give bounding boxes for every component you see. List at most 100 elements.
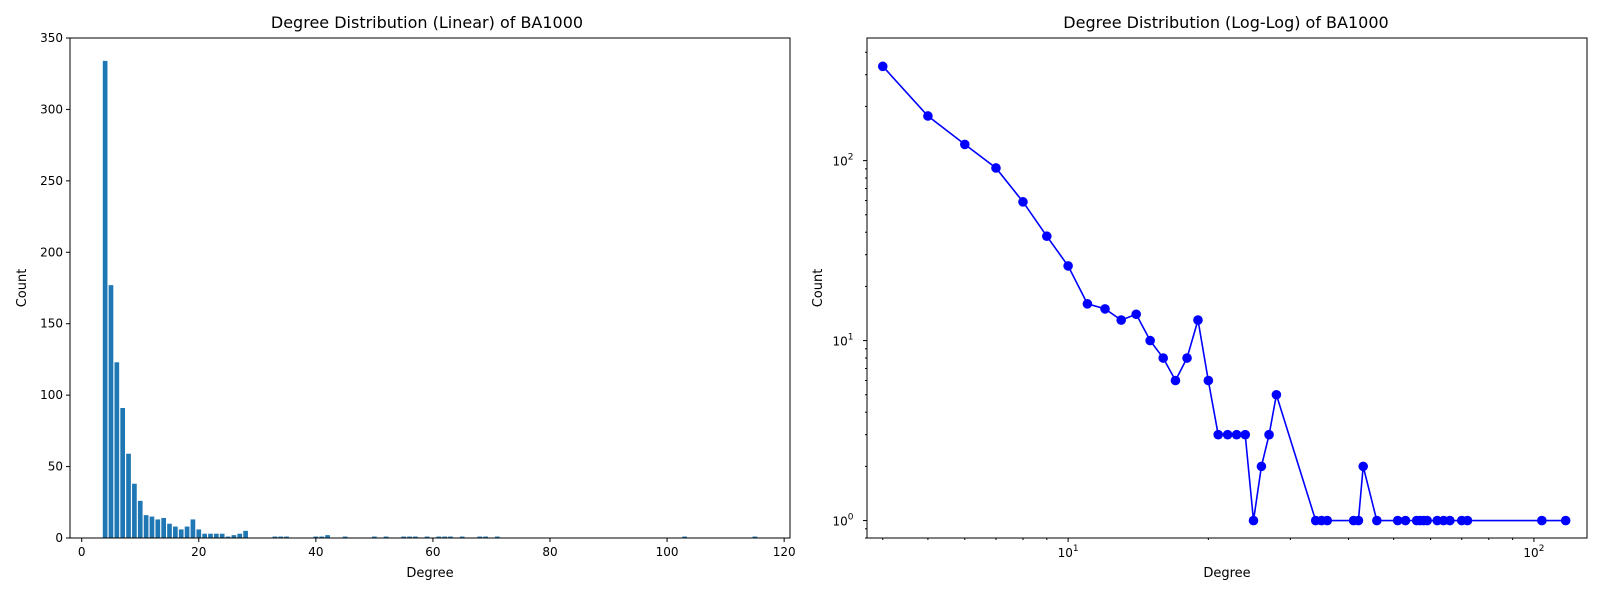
linear-bar: [284, 536, 289, 538]
linear-bar: [196, 529, 202, 538]
linear-x-tick-label: 20: [191, 545, 206, 559]
linear-bar: [208, 533, 213, 538]
linear-bar: [155, 519, 161, 538]
loglog-x-tick-base: 10: [1058, 546, 1073, 560]
loglog-point: [1182, 353, 1192, 363]
loglog-point: [1222, 429, 1233, 440]
loglog-point: [1462, 515, 1473, 526]
linear-y-tick-label: 200: [40, 245, 63, 259]
linear-y-axis-label: Count: [15, 269, 30, 308]
loglog-x-tick-exp: 1: [1073, 544, 1079, 554]
linear-bar: [102, 60, 108, 538]
linear-bar: [190, 519, 196, 538]
linear-bar: [178, 529, 184, 538]
loglog-point: [1358, 461, 1368, 472]
loglog-point: [1392, 515, 1403, 526]
linear-y-ticks: 0 50 100 150 200 250 300 350: [40, 31, 70, 545]
linear-bar: [137, 500, 143, 538]
linear-bar: [278, 536, 284, 538]
linear-bar: [407, 536, 412, 538]
loglog-y-tick-base: 10: [832, 515, 847, 529]
linear-chart-title: Degree Distribution (Linear) of BA1000: [271, 13, 583, 32]
loglog-axes-frame: [866, 37, 1588, 539]
linear-bar: [383, 536, 389, 538]
loglog-x-tick-exp: 2: [1539, 544, 1545, 554]
loglog-y-tick-label: 100: [832, 513, 853, 529]
loglog-point: [1400, 515, 1411, 526]
linear-y-tick-label: 0: [55, 531, 63, 545]
loglog-y-tick-base: 10: [832, 155, 847, 169]
loglog-y-tick-exp: 2: [848, 153, 854, 163]
loglog-chart-title: Degree Distribution (Log-Log) of BA1000: [1063, 13, 1388, 32]
linear-x-ticks: 0 20 40 60 80 100 120: [78, 538, 796, 559]
linear-bar: [477, 536, 483, 538]
linear-x-axis-label: Degree: [406, 566, 453, 581]
linear-bar: [372, 536, 377, 538]
loglog-point: [1193, 315, 1203, 325]
loglog-degree-chart: Degree Distribution (Log-Log) of BA1000 …: [811, 13, 1588, 581]
loglog-x-axis-label: Degree: [1203, 566, 1250, 581]
loglog-point: [991, 163, 1001, 173]
loglog-point: [1264, 429, 1274, 440]
linear-bar: [108, 285, 114, 538]
loglog-point: [1131, 309, 1141, 320]
loglog-point: [1240, 429, 1251, 440]
loglog-x-tick-label: 102: [1523, 544, 1544, 560]
linear-bar: [132, 483, 137, 538]
linear-bar: [752, 536, 758, 538]
loglog-markers: [877, 61, 1571, 526]
loglog-point: [1353, 515, 1364, 526]
linear-bar: [442, 536, 447, 538]
loglog-x-tick-label: 101: [1058, 544, 1079, 560]
loglog-y-tick-label: 102: [832, 153, 853, 169]
loglog-point: [1203, 375, 1214, 386]
linear-x-tick-label: 80: [542, 545, 557, 559]
loglog-point: [1170, 375, 1181, 386]
loglog-point: [1100, 304, 1110, 314]
linear-y-tick-label: 150: [40, 317, 63, 331]
loglog-y-tick-label: 101: [832, 333, 853, 349]
linear-bar: [143, 515, 149, 538]
linear-bar: [272, 536, 278, 538]
linear-bar: [319, 536, 325, 538]
loglog-point: [1445, 515, 1455, 526]
linear-bar: [342, 536, 348, 538]
linear-bar: [214, 533, 219, 538]
linear-bar: [424, 536, 430, 538]
loglog-point: [1063, 261, 1073, 271]
loglog-x-tick-base: 10: [1523, 546, 1538, 560]
linear-bar: [202, 533, 207, 538]
linear-x-tick-label: 60: [425, 545, 440, 559]
linear-bar: [459, 536, 465, 538]
linear-bar: [173, 526, 178, 538]
linear-x-tick-label: 0: [78, 545, 86, 559]
linear-bar: [448, 536, 453, 538]
linear-bar: [682, 536, 687, 538]
linear-x-tick-label: 120: [773, 545, 796, 559]
linear-bar: [243, 530, 248, 538]
loglog-point: [1560, 515, 1571, 526]
linear-axes-frame: [69, 37, 791, 539]
linear-y-tick-label: 100: [40, 388, 63, 402]
linear-bar: [313, 536, 319, 538]
loglog-point: [1372, 515, 1382, 526]
loglog-point: [923, 111, 933, 121]
linear-bar: [237, 533, 243, 538]
linear-bar: [494, 536, 500, 538]
linear-bars: [102, 60, 758, 538]
loglog-point: [1145, 335, 1155, 346]
loglog-point: [1158, 353, 1169, 363]
linear-x-tick-label: 40: [308, 545, 323, 559]
loglog-point: [1213, 429, 1224, 440]
linear-bar: [120, 408, 126, 538]
linear-y-tick-label: 300: [40, 102, 63, 116]
loglog-point: [1256, 461, 1267, 472]
linear-bar: [219, 533, 225, 538]
linear-bar: [167, 523, 172, 538]
loglog-point: [1248, 515, 1259, 526]
linear-bar: [413, 536, 418, 538]
linear-bar: [114, 362, 120, 538]
loglog-point: [1231, 429, 1242, 440]
